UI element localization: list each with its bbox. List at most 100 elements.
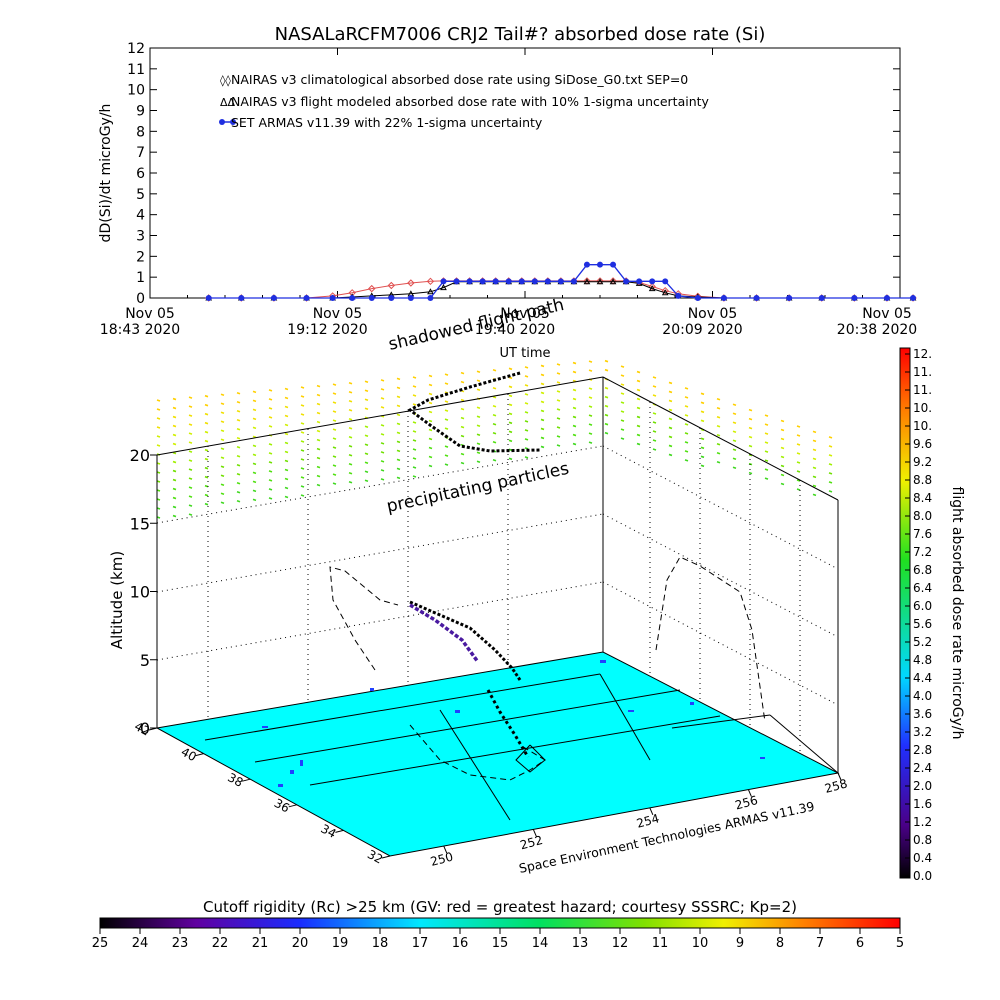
particle-hatch-mark <box>748 426 753 430</box>
particle-hatch-mark <box>332 401 337 404</box>
particle-hatch-mark <box>780 455 785 459</box>
particle-hatch-mark <box>764 450 769 453</box>
particle-hatch-mark <box>364 479 369 483</box>
rigidity-tick-label: 17 <box>412 936 429 951</box>
z-axis-label: Altitude (km) <box>108 551 126 649</box>
particle-hatch-mark <box>412 448 417 451</box>
data-point-dot <box>597 261 603 268</box>
particle-hatch-mark <box>188 477 193 480</box>
particle-hatch-mark <box>444 427 449 430</box>
particle-hatch-mark <box>732 457 737 460</box>
data-point-diamond <box>426 277 435 286</box>
particle-hatch-mark <box>252 408 257 412</box>
particle-hatch-mark <box>444 409 449 412</box>
particle-hatch-mark <box>492 441 497 444</box>
particle-hatch-mark <box>236 491 241 494</box>
rigidity-tick-label: 5 <box>896 936 904 951</box>
particle-hatch-mark <box>732 412 737 415</box>
data-point-dot <box>610 261 617 268</box>
particle-hatch-mark <box>364 452 369 456</box>
particle-hatch-mark <box>700 446 705 450</box>
particle-hatch-mark <box>716 425 721 428</box>
particle-hatch-mark <box>284 396 289 400</box>
rigidity-tick-label: 23 <box>172 936 189 951</box>
legend-entry-armas: SET ARMAS v11.39 with 22% 1-sigma uncert… <box>231 115 543 130</box>
lon-tick-mark <box>443 845 448 854</box>
data-point-dot <box>368 295 375 301</box>
particle-hatch-mark <box>588 432 593 435</box>
particle-hatch-mark <box>348 399 353 403</box>
particle-hatch-mark <box>796 425 801 428</box>
particle-hatch-mark <box>172 496 177 500</box>
lat-tick-mark <box>381 855 391 859</box>
flight-path-descent <box>486 689 530 758</box>
particle-hatch-mark <box>364 380 369 384</box>
particle-hatch-mark <box>428 374 433 378</box>
particle-hatch-mark <box>524 411 529 414</box>
data-point-dot <box>479 278 486 285</box>
data-point-dot <box>544 278 551 285</box>
particle-hatch-mark <box>284 495 289 499</box>
particle-hatch-mark <box>348 480 353 484</box>
legend-entry-flight-modeled: NAIRAS v3 flight modeled absorbed dose r… <box>231 94 710 109</box>
particle-hatch-mark <box>252 399 257 403</box>
particle-hatch-mark <box>588 414 593 417</box>
particle-hatch-mark <box>828 454 833 457</box>
particle-hatch-mark <box>588 441 593 444</box>
particle-hatch-mark <box>236 401 241 404</box>
data-point-triangle <box>427 288 434 295</box>
particle-hatch-mark <box>620 437 625 440</box>
particle-hatch-mark <box>636 370 641 374</box>
particle-hatch-mark <box>716 443 721 446</box>
particle-hatch-mark <box>172 442 177 446</box>
particle-hatch-mark <box>268 407 273 410</box>
particle-hatch-mark <box>188 495 193 498</box>
y-tick-label: 0 <box>136 291 145 307</box>
particle-hatch-mark <box>204 430 209 434</box>
particle-hatch-mark <box>236 419 241 422</box>
particle-hatch-mark <box>476 370 481 373</box>
particle-hatch-mark <box>652 448 657 451</box>
particle-hatch-mark <box>380 406 385 409</box>
particle-hatch-mark <box>556 408 561 411</box>
particle-hatch-mark <box>540 364 545 368</box>
x-tick-label-time: 20:38 2020 <box>837 322 917 338</box>
dose-rate-tick-label: 10. <box>913 401 932 415</box>
particle-hatch-mark <box>524 456 529 459</box>
particle-hatch-mark <box>428 392 433 396</box>
particle-hatch-mark <box>300 440 305 443</box>
particle-hatch-mark <box>252 390 257 394</box>
particle-hatch-mark <box>348 417 353 421</box>
particle-hatch-mark <box>796 452 801 455</box>
particle-hatch-mark <box>524 402 529 405</box>
lon-tick-label: 256 <box>734 793 760 812</box>
particle-hatch-mark <box>172 460 177 464</box>
dose-rate-tick-label: 6.4 <box>913 581 932 595</box>
lat-tick-mark <box>148 727 158 731</box>
particle-hatch-mark <box>380 469 385 472</box>
particle-hatch-mark <box>300 395 305 398</box>
particle-hatch-mark <box>508 367 513 371</box>
particle-hatch-mark <box>316 465 321 469</box>
data-point-diamond <box>348 289 356 297</box>
particle-hatch-mark <box>220 483 225 486</box>
particle-hatch-mark <box>796 488 801 491</box>
particle-hatch-mark <box>476 460 481 463</box>
data-point-dot <box>623 278 630 285</box>
particle-hatch-mark <box>156 426 161 429</box>
particle-hatch-mark <box>348 462 353 466</box>
particle-hatch-mark <box>172 415 177 419</box>
particle-hatch-mark <box>508 421 513 425</box>
particle-hatch-mark <box>236 464 241 467</box>
particle-hatch-mark <box>572 424 577 428</box>
legend-marker-flight-modeled: ΔΔ <box>220 96 236 109</box>
particle-hatch-mark <box>428 455 433 459</box>
particle-hatch-mark <box>588 387 593 390</box>
particle-hatch-mark <box>396 449 401 453</box>
data-point-dot <box>694 295 701 301</box>
particle-hatch-mark <box>332 410 337 413</box>
particle-hatch-mark <box>332 392 337 395</box>
particle-hatch-mark <box>508 403 513 407</box>
x-tick-label-date: Nov 05 <box>500 306 550 322</box>
particle-hatch-mark <box>588 423 593 426</box>
